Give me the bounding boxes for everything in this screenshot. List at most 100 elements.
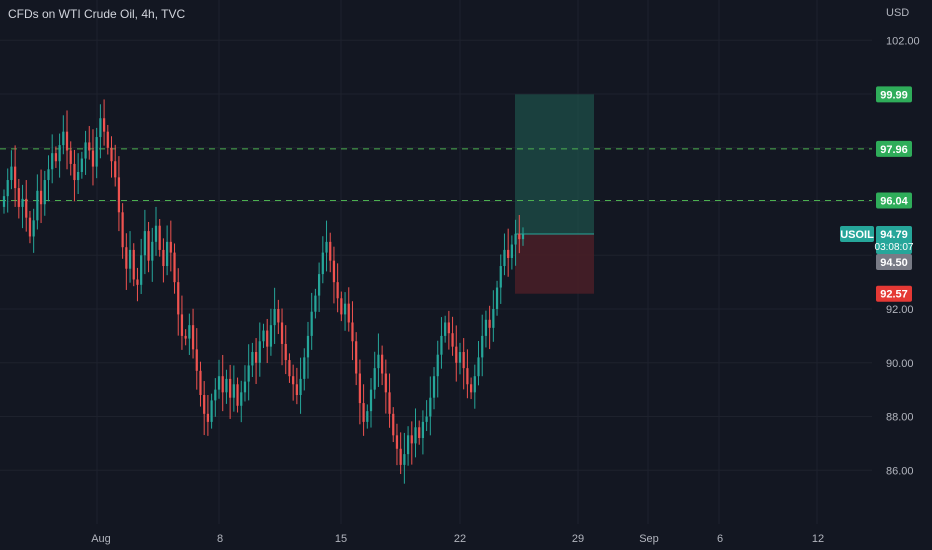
candle-body xyxy=(288,360,291,377)
candle-body xyxy=(403,454,406,465)
candle-body xyxy=(203,395,206,414)
take-profit-label-bg xyxy=(876,86,912,103)
candle-body xyxy=(317,274,321,296)
candle-body xyxy=(180,314,184,336)
candle-body xyxy=(17,188,20,207)
candle-body xyxy=(6,180,9,197)
candle-body xyxy=(388,392,391,414)
loss-zone xyxy=(515,234,594,294)
candle-body xyxy=(162,249,165,267)
candle-body xyxy=(310,311,313,336)
chart-title: CFDs on WTI Crude Oil, 4h, TVC xyxy=(8,7,186,21)
candle-body xyxy=(117,177,121,213)
candle-body xyxy=(258,341,261,363)
candle-body xyxy=(451,333,454,347)
price-axis[interactable]: USD 102.00 92.00 90.00 88.00 86.00 xyxy=(886,7,920,477)
price-tick-label: 86.00 xyxy=(886,465,914,477)
candle-body xyxy=(481,335,484,358)
time-tick-label: Sep xyxy=(639,533,659,545)
candle-body xyxy=(366,411,369,422)
candle-body xyxy=(484,319,488,336)
candle-body xyxy=(106,131,109,148)
candle-body xyxy=(140,255,143,285)
candle-body xyxy=(306,335,310,358)
candle-body xyxy=(214,389,217,401)
profit-zone xyxy=(515,94,594,235)
candle-body xyxy=(384,373,387,393)
candle-body xyxy=(266,330,269,347)
time-tick-label: 22 xyxy=(454,533,466,545)
candle-body xyxy=(2,196,6,207)
candle-body xyxy=(221,376,224,393)
candle-body xyxy=(510,244,513,258)
candle-body xyxy=(499,266,502,288)
candle-body xyxy=(51,153,54,170)
last-price-label: 94.79 xyxy=(880,229,908,241)
candle-body xyxy=(269,325,273,347)
candle-body xyxy=(91,150,95,167)
candle-body xyxy=(43,180,46,205)
position-zones xyxy=(515,94,594,294)
target-96-label-bg xyxy=(876,192,912,209)
candle-body xyxy=(243,381,247,393)
countdown-label: 03:08:07 xyxy=(875,242,914,253)
candle-body xyxy=(39,190,43,205)
time-tick-label: 29 xyxy=(572,533,584,545)
candle-body xyxy=(54,153,58,162)
candle-body xyxy=(377,354,380,369)
candle-body xyxy=(154,225,158,242)
target-96-label: 96.04 xyxy=(880,195,908,207)
candle-body xyxy=(466,368,469,385)
candle-body xyxy=(292,376,295,385)
last-price-label-bg xyxy=(876,226,912,255)
candle-body xyxy=(110,147,113,162)
candle-body xyxy=(173,252,176,283)
candle-body xyxy=(262,330,265,342)
candle-body xyxy=(188,325,191,339)
candle-body xyxy=(432,376,436,398)
price-tick-label: 90.00 xyxy=(886,358,914,370)
candle-body xyxy=(362,403,365,422)
candle-body xyxy=(514,233,517,245)
candle-body xyxy=(47,169,50,181)
candle-body xyxy=(184,335,187,339)
candle-body xyxy=(414,427,417,444)
candle-body xyxy=(303,357,306,379)
candle-body xyxy=(373,368,376,390)
candle-body xyxy=(462,352,465,369)
target-97-label-bg xyxy=(876,140,912,157)
candle-body xyxy=(199,370,202,396)
candle-body xyxy=(77,171,80,181)
price-tick-label: 102.00 xyxy=(886,35,920,47)
dashed-levels xyxy=(0,148,872,201)
time-axis[interactable]: Aug 8 15 22 29 Sep 6 12 xyxy=(91,533,824,545)
candle-body xyxy=(73,163,76,181)
candle-body xyxy=(210,400,213,422)
candle-body xyxy=(325,241,328,253)
candle-body xyxy=(132,249,135,280)
candle-body xyxy=(32,220,35,237)
candle-body xyxy=(62,131,65,146)
candle-body xyxy=(58,145,61,162)
candle-body xyxy=(495,287,499,310)
time-tick-label: Aug xyxy=(91,533,111,545)
candle-body xyxy=(329,241,332,261)
candle-body xyxy=(406,435,410,455)
candle-body xyxy=(125,247,128,269)
candles xyxy=(2,99,525,484)
candle-body xyxy=(340,298,343,315)
candle-body xyxy=(436,354,439,377)
candle-body xyxy=(418,427,421,439)
candle-body xyxy=(503,249,506,267)
time-tick-label: 6 xyxy=(717,533,723,545)
candle-body xyxy=(429,397,432,417)
candle-body xyxy=(251,352,254,366)
candle-body xyxy=(369,389,373,412)
candle-body xyxy=(355,341,358,374)
candle-body xyxy=(455,346,458,363)
time-tick-label: 15 xyxy=(335,533,347,545)
candle-body xyxy=(28,217,32,237)
